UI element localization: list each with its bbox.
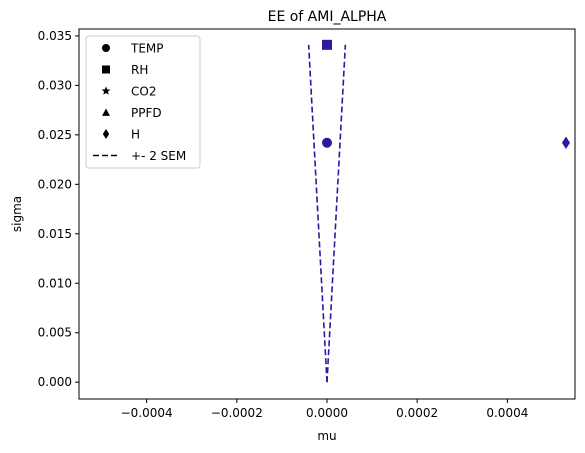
x-tick-label: −0.0002 (211, 406, 263, 420)
point-h (561, 136, 570, 150)
legend-label-rh: RH (131, 63, 148, 77)
y-tick-label: 0.020 (38, 177, 72, 191)
legend-marker-h (102, 129, 110, 139)
y-axis-label: sigma (10, 196, 24, 232)
x-axis-ticks: −0.0004 −0.0002 0.0000 0.0002 0.0004 (121, 399, 528, 420)
legend-label-co2: CO2 (131, 85, 156, 99)
x-tick-label: −0.0004 (121, 406, 173, 420)
legend-marker-ppfd (102, 108, 110, 116)
sem-lines (307, 44, 347, 383)
legend-marker-co2 (101, 86, 111, 95)
y-axis-ticks: 0.000 0.005 0.010 0.015 0.020 0.025 0.030 0.035 (38, 29, 79, 389)
y-tick-label: 0.000 (38, 375, 72, 389)
legend-marker-temp (102, 44, 110, 52)
x-tick-label: 0.0002 (396, 406, 438, 420)
x-tick-label: 0.0004 (486, 406, 528, 420)
legend-box (85, 35, 201, 169)
legend: TEMP RH CO2 PPFD H +- 2 SEM (85, 35, 201, 169)
y-tick-label: 0.025 (38, 128, 72, 142)
legend-label-temp: TEMP (130, 42, 164, 56)
x-tick-label: 0.0000 (306, 406, 348, 420)
legend-label-h: H (131, 128, 140, 142)
y-tick-label: 0.030 (38, 78, 72, 92)
point-rh (322, 39, 332, 50)
legend-label--2-sem: +- 2 SEM (131, 149, 186, 163)
sem-line-right (326, 44, 347, 383)
y-tick-label: 0.005 (38, 326, 72, 340)
x-axis-label: mu (317, 429, 336, 443)
y-tick-label: 0.010 (38, 276, 72, 290)
legend-marker-rh (102, 65, 110, 74)
chart-title: EE of AMI_ALPHA (268, 9, 387, 25)
y-tick-label: 0.015 (38, 227, 72, 241)
y-tick-label: 0.035 (38, 29, 72, 43)
legend-label-ppfd: PPFD (131, 106, 162, 120)
point-temp (322, 137, 332, 148)
data-points (322, 39, 570, 150)
sem-line-left (307, 44, 328, 383)
